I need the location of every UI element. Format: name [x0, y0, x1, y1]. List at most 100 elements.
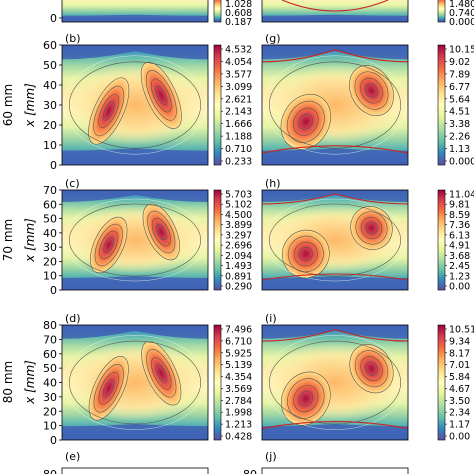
heatmap-field [62, 45, 208, 165]
contour-line [298, 113, 314, 130]
panel-label: (g) [265, 32, 281, 45]
colorbar-label: 0.00 [449, 432, 470, 443]
contour-line [360, 216, 383, 240]
plot-frame [261, 467, 409, 474]
y-tick-label: 70 [43, 184, 57, 197]
y-tick-label: 0 [50, 284, 57, 297]
bottom-band [262, 148, 408, 165]
contour-line [349, 344, 394, 394]
colorbar-label: 1.493 [225, 261, 252, 272]
contour-line [145, 70, 177, 121]
boundary-line-bottom [281, 0, 389, 12]
colorbar-label: 7.496 [225, 325, 252, 336]
contour-line [263, 335, 407, 430]
colorbar [213, 189, 222, 291]
contour-line [90, 216, 128, 274]
colorbar-label: 2.34 [449, 408, 470, 419]
panel-label: (c) [65, 177, 80, 190]
y-tick-label: 80 [43, 468, 57, 474]
panel-label: (b) [65, 32, 81, 45]
y-tick-label: 60 [43, 348, 57, 361]
panel-label: (j) [265, 450, 277, 463]
panel-label: (e) [65, 450, 80, 463]
colorbar-label: 4.51 [449, 107, 470, 118]
y-tick-label: 10 [43, 139, 57, 152]
contour-line [93, 85, 125, 137]
contour-line [147, 210, 176, 254]
y-tick-label: 60 [43, 198, 57, 211]
hot-lobe [141, 62, 182, 129]
panel-label: (i) [265, 312, 277, 325]
bottom-band [62, 14, 208, 22]
heatmap-field [62, 190, 208, 290]
y-tick-label: 50 [43, 59, 57, 72]
contour-line [63, 198, 207, 282]
colorbar-label: 3.577 [225, 69, 252, 80]
y-axis-label: x [mm] [23, 83, 37, 128]
colorbar-label: 0.891 [225, 271, 252, 282]
hot-lobe [349, 65, 394, 116]
contour-line [98, 94, 120, 128]
contour-line [298, 390, 313, 407]
y-tick-label: 70 [43, 333, 57, 346]
colorbar-label: 7.89 [449, 69, 470, 80]
colorbar-label: 8.59 [449, 210, 470, 221]
bottom-band [62, 423, 208, 440]
colorbar-label: 0.290 [225, 282, 252, 293]
colorbar-label: 2.094 [225, 251, 252, 262]
colorbar [437, 324, 446, 441]
contour-line [360, 356, 383, 382]
colorbar-label: 10.15 [449, 45, 474, 56]
colorbar-label: 9.34 [449, 336, 470, 347]
y-tick-label: 80 [243, 468, 257, 474]
contour-line [298, 247, 313, 261]
boundary-line-top [262, 193, 408, 205]
colorbar-label: 1.480 [449, 0, 474, 10]
colorbar [437, 44, 446, 166]
contour-line [63, 335, 207, 430]
top-band [262, 190, 408, 202]
row-label: 60 mm [1, 84, 15, 126]
colorbar-label: 0.710 [225, 144, 252, 155]
hot-lobe [142, 204, 180, 260]
contour-line [354, 71, 389, 110]
hot-lobe [90, 217, 128, 273]
colorbar-label: 1.998 [225, 408, 252, 419]
colorbar-label: 4.67 [449, 384, 470, 395]
plot-frame [261, 189, 409, 291]
y-axis-label: x [mm] [23, 218, 37, 263]
colorbar-label: 3.68 [449, 251, 470, 262]
contour-line [150, 78, 172, 113]
colorbar-label: 10.51 [449, 325, 474, 336]
colorbar [437, 189, 446, 291]
colorbar-label: 0.233 [225, 157, 252, 168]
contour-line [281, 371, 331, 426]
contour-line [268, 203, 401, 277]
colorbar-label: 2.696 [225, 241, 252, 252]
y-tick-label: 20 [43, 119, 57, 132]
contour-line [155, 223, 167, 241]
y-tick-label: 80 [43, 319, 57, 332]
colorbar-label: 5.139 [225, 360, 252, 371]
contour-line [155, 364, 168, 383]
top-band [262, 325, 408, 339]
contour-line [365, 83, 378, 98]
panel-label: (h) [265, 177, 281, 190]
contour-line [69, 61, 201, 149]
y-tick-label: 40 [43, 377, 57, 390]
hot-lobe [89, 356, 129, 421]
row-label: 80 mm [1, 361, 15, 403]
heatmap-field [262, 325, 408, 440]
colorbar-label: 0.000 [449, 157, 474, 168]
colorbar-label: 1.213 [225, 420, 252, 431]
y-tick-label: 60 [43, 39, 57, 52]
colorbar [213, 44, 222, 166]
contour-line [63, 55, 207, 155]
y-tick-label: 0 [50, 12, 57, 25]
colorbar-label: 6.13 [449, 230, 470, 241]
y-tick-label: 0 [50, 159, 57, 172]
hot-lobe [88, 77, 129, 145]
heatmap-field [62, 325, 208, 440]
